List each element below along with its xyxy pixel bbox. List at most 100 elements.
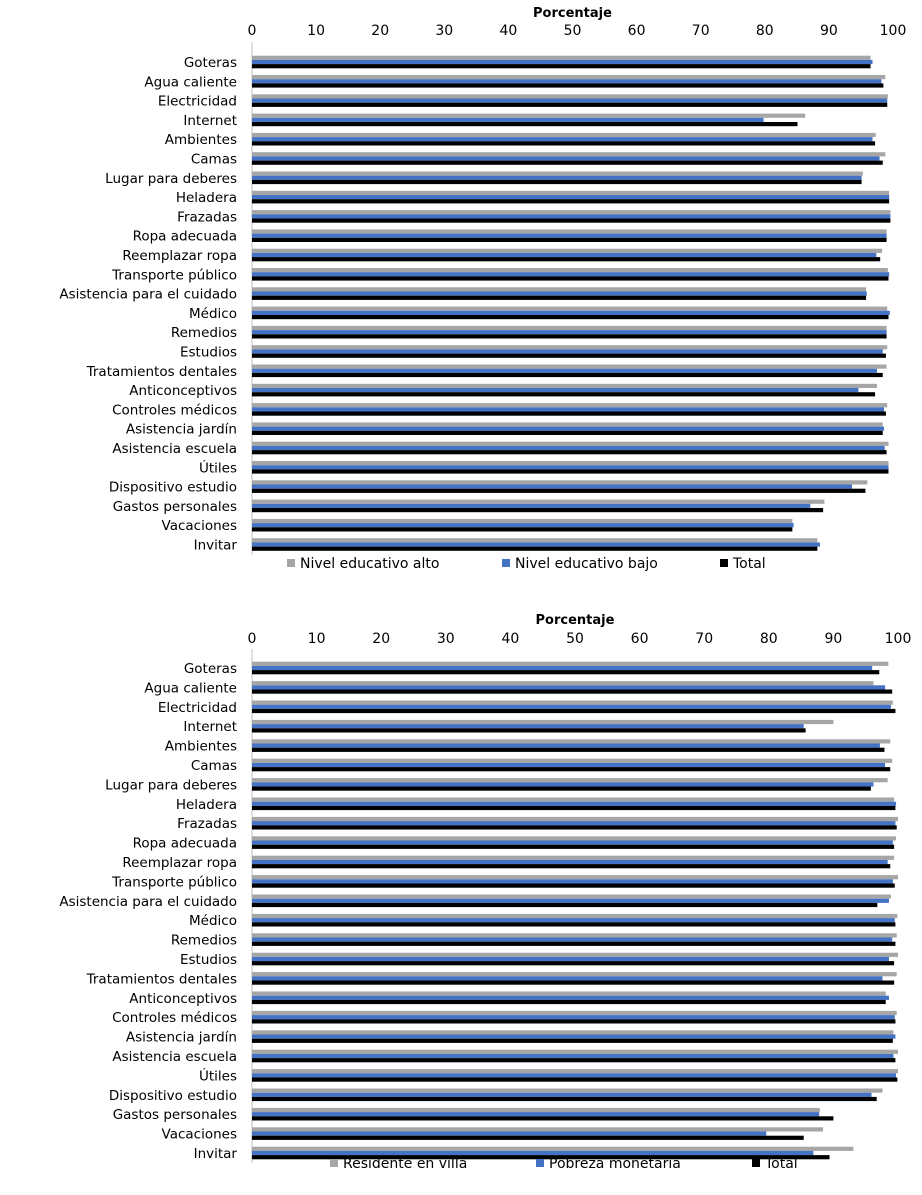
category-label: Transporte público [111, 267, 237, 283]
category-label: Asistencia jardín [126, 1030, 237, 1046]
bar [252, 918, 895, 923]
category-label: Dispositivo estudio [109, 480, 237, 496]
bar [252, 55, 871, 60]
bar [252, 1146, 854, 1151]
x-tick-label: 30 [437, 631, 455, 647]
bar [252, 778, 888, 783]
bar [252, 523, 794, 528]
category-label: Ambientes [165, 739, 237, 755]
bar [252, 156, 880, 161]
x-axis-title: Porcentaje [536, 613, 615, 628]
legend-swatch [330, 1159, 338, 1167]
bar [252, 508, 824, 513]
category-label: Goteras [184, 661, 237, 677]
category-label: Médico [189, 913, 237, 929]
x-tick-label: 20 [371, 23, 389, 39]
category-label: Lugar para deberes [105, 777, 237, 793]
bar [252, 855, 895, 860]
bar [252, 334, 887, 339]
bar [252, 257, 881, 262]
category-label: Frazadas [177, 209, 237, 225]
bar [252, 961, 895, 966]
bar [252, 64, 871, 69]
bar [252, 171, 863, 176]
bar [252, 1034, 896, 1039]
bar [252, 488, 866, 493]
bar [252, 1116, 834, 1121]
category-label: Tratamientos dentales [86, 971, 237, 987]
bar [252, 1127, 824, 1132]
bar [252, 94, 888, 99]
category-label: Heladera [176, 797, 237, 813]
bar [252, 719, 834, 725]
bar [252, 353, 886, 358]
legend-swatch [287, 559, 295, 567]
bar [252, 132, 876, 138]
legend-swatch [502, 559, 510, 567]
x-tick-label: 80 [760, 631, 778, 647]
category-label: Dispositivo estudio [109, 1088, 237, 1104]
bar [252, 1155, 830, 1160]
bar [252, 922, 896, 927]
category-label: Invitar [194, 538, 238, 554]
x-tick-label: 40 [499, 23, 517, 39]
x-tick-label: 30 [435, 23, 453, 39]
category-label: Controles médicos [112, 1010, 237, 1026]
bar [252, 913, 898, 919]
bar [252, 330, 887, 335]
bar [252, 991, 886, 996]
x-tick-label: 80 [756, 23, 774, 39]
bar [252, 1131, 767, 1136]
bar [252, 430, 883, 435]
bar [252, 325, 887, 331]
bar [252, 665, 873, 671]
category-label: Anticonceptivos [129, 383, 237, 399]
bar [252, 1038, 893, 1043]
bar [252, 728, 806, 733]
category-label: Controles médicos [112, 402, 237, 418]
bar [252, 141, 876, 146]
category-label: Reemplazar ropa [122, 855, 237, 871]
x-tick-label: 10 [308, 631, 326, 647]
bar [252, 700, 893, 705]
category-label: Remedios [171, 325, 237, 341]
category-label: Útiles [199, 1066, 237, 1084]
bar [252, 383, 877, 388]
bar [252, 345, 888, 350]
bar [252, 1107, 820, 1113]
category-label: Remedios [171, 933, 237, 949]
x-tick-label: 20 [372, 631, 390, 647]
bar [252, 821, 896, 826]
bar [252, 268, 888, 273]
bar [252, 1015, 895, 1020]
category-label: Gastos personales [113, 499, 237, 515]
bar [252, 518, 793, 524]
bar [252, 79, 882, 84]
bar [252, 175, 862, 180]
bar [252, 836, 897, 841]
x-tick-label: 50 [566, 631, 584, 647]
bar [252, 797, 895, 802]
bar [252, 859, 888, 865]
bar [252, 484, 852, 489]
category-label: Tratamientos dentales [86, 364, 237, 380]
category-label: Anticonceptivos [129, 991, 237, 1007]
x-tick-label: 0 [248, 23, 257, 39]
category-label: Estudios [180, 345, 237, 361]
x-tick-label: 100 [885, 631, 912, 647]
bar [252, 685, 886, 690]
bar [252, 1135, 804, 1140]
x-tick-label: 100 [880, 23, 907, 39]
bar [252, 995, 889, 1000]
bar [252, 542, 820, 547]
bar [252, 306, 888, 311]
bar [252, 1069, 898, 1074]
bar [252, 952, 898, 957]
bar [252, 902, 878, 908]
legend-swatch [752, 1159, 760, 1167]
bar [252, 411, 886, 416]
bar [252, 295, 867, 300]
bar [252, 681, 874, 686]
category-label: Médico [189, 306, 237, 322]
bar [252, 179, 862, 185]
